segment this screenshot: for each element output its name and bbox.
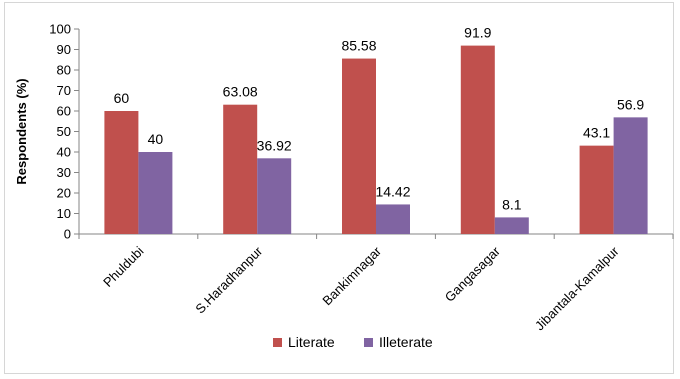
legend-label-literate: Literate [288, 334, 335, 350]
bar-illeterate-s-haradhanpur [257, 158, 292, 234]
data-label: 14.42 [375, 183, 410, 199]
legend-label-illeterate: Illeterate [379, 334, 433, 350]
y-axis-ticks: 0 10 20 30 40 50 60 70 80 90 100 [49, 22, 79, 242]
y-tick-label: 90 [57, 42, 71, 57]
x-category-label: Bankimnagar [319, 243, 384, 308]
y-axis-label: Respondents (%) [14, 78, 29, 184]
x-axis-categories: Phuldubi S.Haradhanpur Bankimnagar Gangasag… [100, 243, 622, 333]
bar-illeterate-gangasagar [494, 217, 529, 234]
data-label: 43.1 [583, 125, 610, 141]
bar-illeterate-jibantala-kamalpur [613, 117, 648, 234]
x-category-label: S.Haradhanpur [192, 243, 265, 316]
data-label: 91.9 [464, 25, 491, 41]
data-label: 85.58 [341, 38, 376, 54]
x-category-label: Phuldubi [100, 243, 146, 289]
legend-swatch-illeterate [364, 338, 373, 347]
y-tick-label: 30 [57, 165, 71, 180]
bar-illeterate-bankimnagar [376, 204, 410, 234]
y-tick-label: 70 [57, 83, 71, 98]
bar-literate-gangasagar [460, 45, 495, 235]
data-label: 56.9 [617, 96, 644, 112]
y-tick-label: 50 [57, 124, 71, 139]
data-label: 40 [148, 131, 164, 147]
data-label: 60 [114, 90, 130, 106]
x-category-label: Gangasagar [442, 243, 504, 305]
data-label: 8.1 [502, 196, 522, 212]
data-label: 36.92 [257, 137, 292, 153]
bar-illeterate-phuldubi [138, 152, 173, 234]
bar-literate-s-haradhanpur [223, 104, 258, 234]
bar-literate-bankimnagar [342, 58, 376, 234]
bar-literate-jibantala-kamalpur [579, 145, 614, 234]
y-tick-label: 80 [57, 63, 71, 78]
y-tick-label: 0 [64, 227, 71, 242]
legend-swatch-literate [273, 338, 282, 347]
y-tick-label: 40 [57, 145, 71, 160]
y-tick-label: 100 [49, 22, 71, 37]
y-tick-label: 20 [57, 186, 71, 201]
bar-literate-phuldubi [104, 111, 139, 234]
data-label: 63.08 [223, 84, 258, 100]
y-tick-label: 60 [57, 104, 71, 119]
legend: Literate Illeterate [273, 334, 433, 350]
data-labels: 60 40 63.08 36.92 85.58 14.42 91.9 8.1 43.1 56.9 [114, 25, 645, 213]
bars [104, 45, 648, 235]
y-tick-label: 10 [57, 206, 71, 221]
x-category-label: Jibantala-Kamalpur [532, 243, 622, 333]
